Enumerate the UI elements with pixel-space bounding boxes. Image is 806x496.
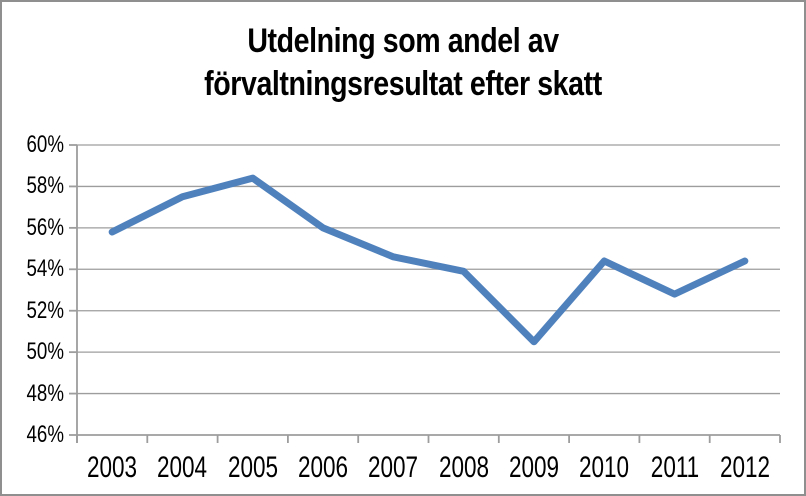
y-axis-tick-label: 50%: [26, 338, 65, 366]
x-axis-tick-label: 2009: [508, 451, 559, 484]
x-axis-tick-label: 2006: [298, 451, 349, 484]
data-series-line: [108, 174, 749, 346]
chart-title: Utdelning som andel av förvaltningsresul…: [66, 20, 740, 106]
chart-title-line-1: Utdelning som andel av: [247, 22, 559, 60]
x-axis-tick-label: 2004: [157, 451, 208, 484]
x-axis-tick-label: 2003: [87, 451, 138, 484]
chart-title-line-2: förvaltningsresultat efter skatt: [204, 65, 602, 103]
x-axis-tick-label: 2005: [227, 451, 278, 484]
y-axis-tick-label: 58%: [26, 172, 65, 200]
x-axis-tick-label: 2011: [650, 451, 699, 484]
y-axis-tick-label: 60%: [26, 131, 65, 158]
x-axis-tick-label: 2007: [368, 451, 419, 484]
x-axis-tick-label: 2010: [579, 451, 630, 484]
x-axis-tick-label: 2012: [719, 451, 770, 484]
y-axis-tick-label: 56%: [26, 213, 65, 241]
y-axis-tick-label: 46%: [26, 421, 65, 448]
y-axis-tick-label: 52%: [26, 296, 65, 324]
y-axis-tick-label: 54%: [26, 255, 65, 283]
y-axis-tick-label: 48%: [26, 379, 65, 407]
x-axis-tick-label: 2008: [438, 451, 489, 484]
